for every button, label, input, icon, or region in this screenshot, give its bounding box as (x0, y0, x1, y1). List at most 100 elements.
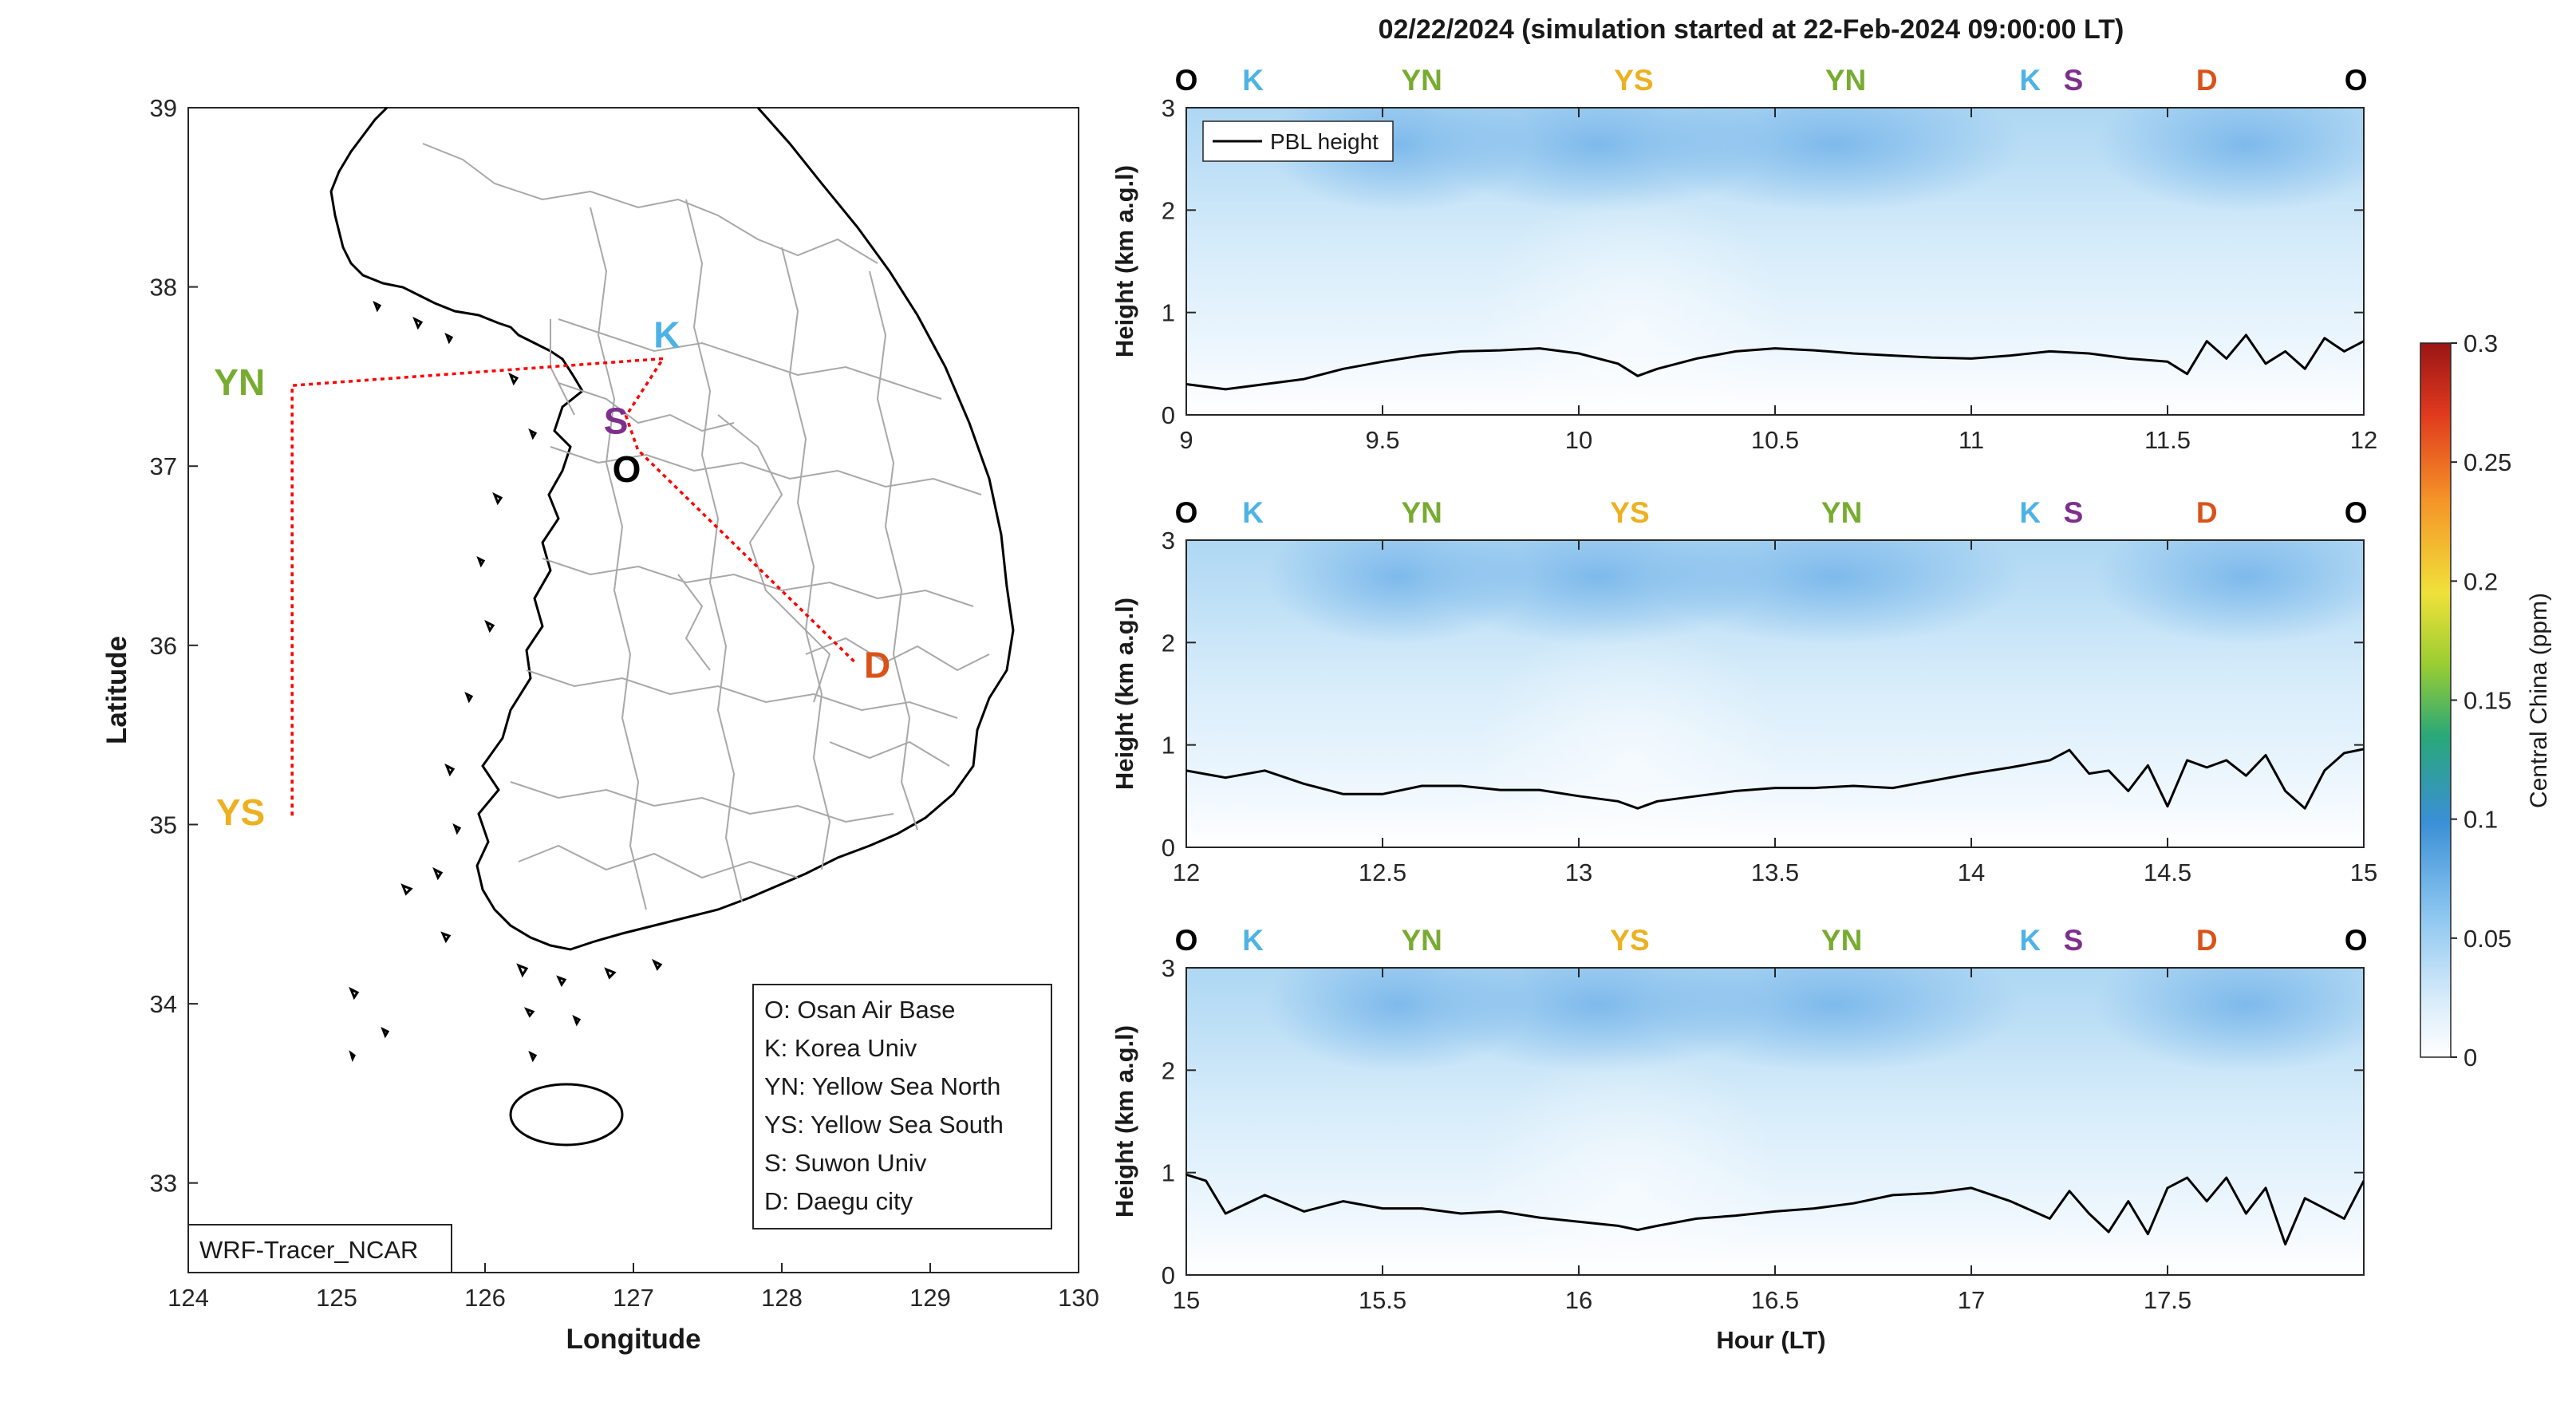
map-site-label-ys: YS (216, 791, 265, 833)
map-x-tick-label: 129 (909, 1284, 951, 1312)
curtain-site-label-k: K (1242, 496, 1264, 529)
map-site-label-k: K (653, 314, 680, 355)
curtain-y-tick-label: 0 (1162, 834, 1175, 862)
curtain-y-tick-label: 1 (1162, 732, 1175, 760)
pbl-height-line (1186, 748, 2364, 810)
colorbar-tick-label: 0.1 (2464, 806, 2498, 834)
curtain-y-label: Height (km a.g.l) (1110, 598, 1138, 790)
curtain-x-tick-label: 17.5 (2144, 1286, 2191, 1314)
curtain-y-tick-label: 0 (1162, 1261, 1175, 1289)
curtain-site-label-ys: YS (1610, 924, 1649, 957)
map-x-tick-label: 127 (613, 1284, 654, 1312)
clean-air-shade (1481, 184, 1787, 415)
colorbar-tick-label: 0.15 (2464, 687, 2511, 715)
curtain-site-label-o: O (1175, 924, 1198, 957)
colorbar-ticks: 0 0.05 0.1 0.15 0.2 0.25 0.3 (2451, 330, 2511, 1072)
curtain-site-label-o: O (1175, 64, 1198, 97)
colorbar-tick-label: 0.25 (2464, 448, 2511, 476)
curtain-x-tick-label: 11.5 (2144, 426, 2191, 454)
concentration-field (1186, 968, 2364, 1275)
curtain-y-label: Height (km a.g.l) (1110, 1025, 1138, 1218)
curtain-x-tick-label: 10 (1565, 426, 1592, 454)
pbl-height-line (1186, 334, 2364, 391)
curtain-x-tick-label: 12 (1173, 858, 1200, 886)
curtain-y-label: Height (km a.g.l) (1110, 165, 1138, 357)
curtain-site-label-s: S (2064, 924, 2084, 957)
plume-shade (2095, 540, 2364, 645)
map-y-tick-label: 37 (150, 452, 177, 480)
source-label-frame (187, 1224, 452, 1273)
plume-shade (2095, 968, 2364, 1072)
curtain-site-label-yn: YN (1401, 64, 1442, 97)
curtain-x-tick-label: 15 (1173, 1286, 1200, 1314)
map-site-label-yn: YN (214, 361, 265, 403)
curtain-x-tick-label: 17 (1958, 1286, 1985, 1314)
map-y-label: Latitude (101, 636, 132, 744)
curtain-y-tick-label: 2 (1162, 1056, 1175, 1084)
curtain-site-label-k: K (2019, 64, 2041, 97)
curtain-site-label-o: O (2345, 64, 2368, 97)
clean-air-shade (1477, 1044, 1783, 1275)
clean-air-shade (1477, 617, 1783, 847)
figure-title: 02/22/2024 (simulation started at 22-Feb… (1379, 14, 2124, 45)
curtain-x-tick-label: 15 (2350, 858, 2377, 886)
plume-shade (1645, 108, 2022, 212)
colorbar-label: Central China (ppm) (2526, 593, 2552, 808)
colorbar-tick-label: 0 (2464, 1044, 2477, 1072)
curtain-x-tick-label: 13 (1565, 858, 1592, 886)
concentration-field (1186, 540, 2364, 847)
curtain-site-label-k: K (1242, 924, 1264, 957)
map-x-tick-label: 124 (168, 1284, 209, 1312)
map-legend-item: YS: Yellow Sea South (764, 1111, 1004, 1139)
curtain-x-tick-label: 16.5 (1751, 1286, 1799, 1314)
curtain-site-label-o: O (1175, 496, 1198, 529)
map-legend: O: Osan Air Base K: Korea Univ YN: Yellow … (752, 984, 1052, 1229)
map-x-tick-label: 125 (316, 1284, 357, 1312)
plume-shade (1266, 540, 1530, 645)
map-admin-boundaries (422, 143, 990, 910)
curtain-x-tick-label: 14 (1958, 858, 1985, 886)
map-y-tick-label: 36 (150, 632, 177, 660)
map-site-labels: YN YS K SO D (214, 314, 890, 833)
map-land (329, 106, 1015, 1147)
curtain-y-tick-label: 0 (1162, 401, 1175, 429)
curtain-site-label-s: S (2064, 64, 2084, 97)
map-x-axis: 124 125 126 127 128 129 130 (168, 1263, 1099, 1312)
pbl-legend: PBL height (1202, 120, 1394, 162)
curtain-site-label-yn: YN (1401, 496, 1442, 529)
map-legend-item: YN: Yellow Sea North (764, 1072, 1000, 1100)
concentration-field (1186, 108, 2364, 415)
curtain-site-label-o: O (2345, 496, 2368, 529)
source-label-box: WRF-Tracer_NCAR (187, 1224, 452, 1273)
pbl-legend-label: PBL height (1270, 129, 1379, 154)
curtain-x-tick-label: 9 (1179, 426, 1193, 454)
curtain-panel-3: 15 15.5 16 16.5 17 17.5 0 1 2 3 Height (km a.g.l) O… (1110, 924, 2368, 1314)
curtain-y-tick-label: 2 (1162, 196, 1175, 224)
curtain-site-label-k: K (1242, 64, 1264, 97)
curtain-site-label-yn: YN (1821, 496, 1862, 529)
curtain-site-label-yn: YN (1401, 924, 1442, 957)
curtain-site-label-d: D (2196, 496, 2218, 529)
map-legend-box (752, 984, 1052, 1229)
curtain-x-tick-label: 9.5 (1365, 426, 1399, 454)
curtain-x-tick-label: 14.5 (2144, 858, 2191, 886)
curtain-y-tick-label: 3 (1162, 527, 1175, 555)
map-y-axis: 33 34 35 36 37 38 39 (150, 94, 198, 1198)
plume-shade (1645, 968, 2022, 1072)
map-y-tick-label: 39 (150, 94, 177, 122)
curtain-x-tick-label: 15.5 (1359, 1286, 1406, 1314)
curtain-site-label-yn: YN (1825, 64, 1866, 97)
curtain-x-tick-label: 13.5 (1751, 858, 1799, 886)
map-panel: 124 125 126 127 128 129 130 33 34 35 36 37 38 39 Lon… (101, 94, 1099, 1355)
pbl-height-line (1186, 1173, 2364, 1245)
map-y-tick-label: 35 (150, 811, 177, 839)
curtain-x-tick-label: 12.5 (1359, 858, 1406, 886)
map-legend-item: K: Korea Univ (764, 1034, 917, 1062)
curtain-y-tick-label: 2 (1162, 629, 1175, 657)
curtain-site-label-k: K (2019, 496, 2041, 529)
curtain-site-label-k: K (2019, 924, 2041, 957)
map-y-tick-label: 38 (150, 274, 177, 302)
curtain-x-tick-label: 11 (1959, 426, 1984, 454)
